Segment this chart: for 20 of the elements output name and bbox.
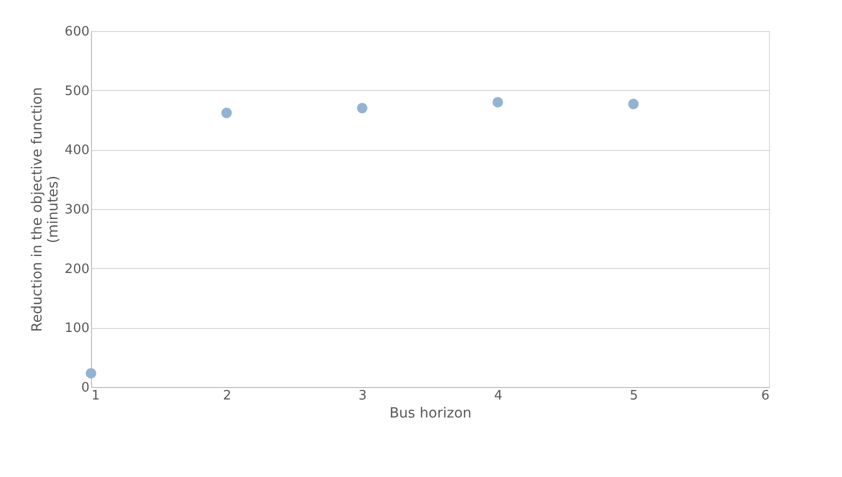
y-tick-label: 600: [64, 24, 90, 40]
y-tick-label: 100: [64, 321, 90, 336]
x-axis-title: Bus horizon: [389, 406, 472, 422]
x-tick-label: 3: [358, 388, 367, 404]
point: [492, 96, 504, 108]
point: [628, 98, 639, 110]
y-tick-label: 0: [81, 380, 90, 396]
x-tick-label: 5: [630, 388, 638, 404]
x-tick-label: 6: [761, 388, 770, 404]
point: [221, 108, 232, 118]
y-tick-label: 300: [64, 202, 90, 218]
point: [356, 102, 368, 114]
point: [86, 368, 96, 379]
y-tick-label: 200: [64, 262, 90, 277]
x-tick-label: 2: [222, 388, 232, 404]
y-tick-label: 400: [64, 143, 90, 158]
y-axis-title: Reduction in the objective function (minutes): [30, 87, 62, 332]
x-tick-label: 1: [92, 388, 100, 404]
y-tick-label: 500: [64, 84, 90, 99]
x-tick-label: 4: [494, 388, 502, 404]
